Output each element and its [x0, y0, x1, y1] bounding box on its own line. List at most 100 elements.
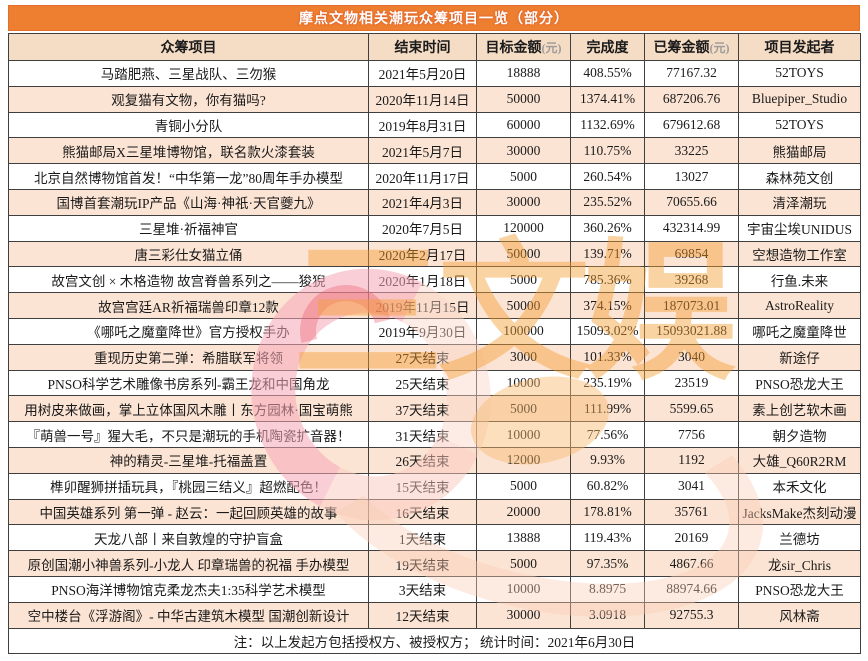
cell-raised-amount: 1192 [644, 446, 739, 474]
table-row: 神的精灵-三星堆-托福盖置 26天结束 12000 9.93% 1192 大雄_Q60R2… [8, 446, 861, 474]
column-unit: (元) [709, 41, 730, 55]
table-row: 中国英雄系列 第一弹 - 赵云：一起回顾英雄的故事 16天结束 20000 178.8… [8, 498, 861, 526]
cell-end-time: 2020年7月5日 [368, 214, 477, 242]
cell-initiator: 新途仔 [738, 343, 861, 371]
cell-target-amount: 5000 [476, 163, 571, 190]
cell-target-amount: 50000 [476, 85, 571, 113]
cell-project: 熊猫邮局X三星堆博物馆，联名款火漆套装 [8, 137, 369, 165]
cell-raised-amount: 70655.66 [644, 188, 739, 216]
cell-raised-amount: 23519 [644, 369, 739, 397]
cell-target-amount: 5000 [476, 472, 571, 500]
cell-target-amount: 30000 [476, 601, 571, 629]
table-row: 天龙八部丨来自敦煌的守护盲盒 1天结束 13888 119.43% 20169 兰德坊 [8, 524, 861, 552]
cell-project: PNSO科学艺术雕像书房系列-霸王龙和中国角龙 [8, 369, 369, 397]
table-row: 青铜小分队 2019年8月31日 60000 1132.69% 679612.68 52T… [8, 111, 861, 139]
cell-completion: 139.71% [570, 240, 645, 268]
cell-end-time: 2020年11月14日 [368, 85, 477, 113]
cell-raised-amount: 15093021.88 [644, 317, 739, 345]
table-body: 马踏肥燕、三星战队、三勿猴 2021年5月20日 18888 408.55% 77167… [8, 60, 861, 629]
cell-completion: 360.26% [570, 214, 645, 242]
cell-end-time: 2020年2月17日 [368, 240, 477, 268]
cell-project: 国博首套潮玩IP产品《山海·神祇·天官夔九》 [8, 188, 369, 216]
cell-project: 青铜小分队 [8, 111, 369, 139]
cell-raised-amount: 92755.3 [644, 601, 739, 629]
cell-end-time: 2021年5月7日 [368, 137, 477, 165]
cell-target-amount: 20000 [476, 498, 571, 526]
cell-completion: 119.43% [570, 524, 645, 552]
cell-initiator: 素上创艺软木画 [738, 395, 861, 423]
cell-end-time: 16天结束 [368, 498, 477, 526]
table-row: 榫卯醒狮拼插玩具，『桃园三结义』超燃配色！ 15天结束 5000 60.82% 3041… [8, 472, 861, 500]
cell-end-time: 2021年4月3日 [368, 188, 477, 216]
cell-raised-amount: 687206.76 [644, 85, 739, 113]
cell-project: 『萌兽一号』猩大毛，不只是潮玩的手机陶瓷扩音器！ [8, 421, 369, 448]
column-header-2: 目标金额(元) [476, 33, 571, 61]
cell-end-time: 1天结束 [368, 524, 477, 552]
cell-raised-amount: 33225 [644, 137, 739, 165]
cell-raised-amount: 432314.99 [644, 214, 739, 242]
cell-completion: 785.36% [570, 266, 645, 294]
cell-raised-amount: 77167.32 [644, 60, 739, 87]
cell-initiator: PNSO恐龙大王 [738, 575, 861, 603]
cell-project: 北京自然博物馆首发！“中华第一龙”80周年手办模型 [8, 163, 369, 190]
cell-project: 神的精灵-三星堆-托福盖置 [8, 446, 369, 474]
cell-initiator: 52TOYS [738, 111, 861, 139]
table-row: 故宫文创 × 木格造物 故宫脊兽系列之——狻猊 2020年1月18日 5000 785… [8, 266, 861, 294]
cell-target-amount: 120000 [476, 214, 571, 242]
table-row: 马踏肥燕、三星战队、三勿猴 2021年5月20日 18888 408.55% 77167… [8, 60, 861, 87]
cell-initiator: 朝夕造物 [738, 421, 861, 448]
table-row: 国博首套潮玩IP产品《山海·神祇·天官夔九》 2021年4月3日 30000 235.… [8, 188, 861, 216]
crowdfunding-table-sheet: 摩点文物相关潮玩众筹项目一览（部分） 众筹项目 结束时间 目标金额(元) 完成度 已筹金… [8, 5, 861, 654]
cell-project: 天龙八部丨来自敦煌的守护盲盒 [8, 524, 369, 552]
table-footer: 注：以上发起方包括授权方、被授权方； 统计时间：2021年6月30日 [8, 627, 861, 654]
cell-end-time: 19天结束 [368, 550, 477, 577]
cell-raised-amount: 69854 [644, 240, 739, 268]
table-row: 观复猫有文物，你有猫吗? 2020年11月14日 50000 1374.41% 6872… [8, 85, 861, 113]
cell-initiator: Bluepiper_Studio [738, 85, 861, 113]
cell-end-time: 37天结束 [368, 395, 477, 423]
cell-end-time: 25天结束 [368, 369, 477, 397]
cell-project: 原创国潮小神兽系列-小龙人 印章瑞兽的祝福 手办模型 [8, 550, 369, 577]
column-header-4: 已筹金额(元) [644, 33, 739, 61]
cell-target-amount: 50000 [476, 292, 571, 319]
cell-project: 中国英雄系列 第一弹 - 赵云：一起回顾英雄的故事 [8, 498, 369, 526]
cell-completion: 235.52% [570, 188, 645, 216]
page-title: 摩点文物相关潮玩众筹项目一览（部分） [8, 5, 860, 31]
cell-initiator: 本禾文化 [738, 472, 861, 500]
cell-project: 榫卯醒狮拼插玩具，『桃园三结义』超燃配色！ [8, 472, 369, 500]
cell-project: 空中楼台《浮游阁》- 中华古建筑木模型 国潮创新设计 [8, 601, 369, 629]
cell-project: 《哪吒之魔童降世》官方授权手办 [8, 317, 369, 345]
cell-raised-amount: 3041 [644, 472, 739, 500]
table-row: PNSO海洋博物馆克柔龙杰夫1:35科学艺术模型 3天结束 10000 8.8975 8… [8, 575, 861, 603]
cell-target-amount: 30000 [476, 188, 571, 216]
cell-completion: 408.55% [570, 60, 645, 87]
cell-project: PNSO海洋博物馆克柔龙杰夫1:35科学艺术模型 [8, 575, 369, 603]
cell-completion: 235.19% [570, 369, 645, 397]
cell-end-time: 2020年11月17日 [368, 163, 477, 190]
cell-completion: 3.0918 [570, 601, 645, 629]
cell-target-amount: 5000 [476, 266, 571, 294]
cell-raised-amount: 20169 [644, 524, 739, 552]
cell-completion: 8.8975 [570, 575, 645, 603]
cell-end-time: 2020年1月18日 [368, 266, 477, 294]
cell-target-amount: 10000 [476, 369, 571, 397]
cell-project: 观复猫有文物，你有猫吗? [8, 85, 369, 113]
footnote: 注：以上发起方包括授权方、被授权方； 统计时间：2021年6月30日 [8, 627, 861, 654]
cell-end-time: 26天结束 [368, 446, 477, 474]
table-row: 故宫宫廷AR祈福瑞兽印章12款 2019年11月15日 50000 374.15% 18… [8, 292, 861, 319]
cell-initiator: 清泽潮玩 [738, 188, 861, 216]
cell-initiator: 哪吒之魔童降世 [738, 317, 861, 345]
cell-raised-amount: 4867.66 [644, 550, 739, 577]
table-row: 原创国潮小神兽系列-小龙人 印章瑞兽的祝福 手办模型 19天结束 5000 97.35… [8, 550, 861, 577]
table-row: 北京自然博物馆首发！“中华第一龙”80周年手办模型 2020年11月17日 5000… [8, 163, 861, 190]
cell-initiator: 森林苑文创 [738, 163, 861, 190]
table-row: 用树皮来做画，掌上立体国风木雕丨东方园林·国宝萌熊 37天结束 5000 111.99… [8, 395, 861, 423]
cell-initiator: 大雄_Q60R2RM [738, 446, 861, 474]
cell-completion: 260.54% [570, 163, 645, 190]
column-header-1: 结束时间 [368, 33, 477, 61]
cell-target-amount: 100000 [476, 317, 571, 345]
cell-completion: 9.93% [570, 446, 645, 474]
column-header-0: 众筹项目 [8, 33, 369, 61]
table-header-row: 众筹项目 结束时间 目标金额(元) 完成度 已筹金额(元) 项目发起者 [8, 33, 861, 61]
cell-initiator: 龙sir_Chris [738, 550, 861, 577]
